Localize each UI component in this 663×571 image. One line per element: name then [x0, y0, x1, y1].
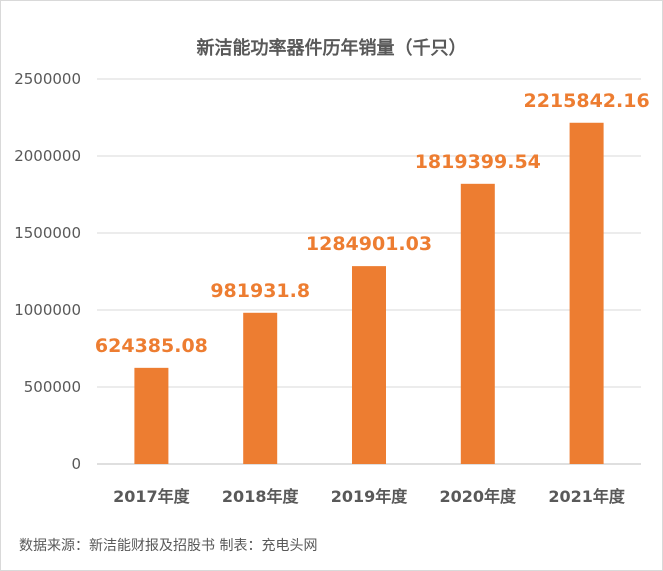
y-tick-label: 500000 — [24, 378, 81, 396]
y-tick-label: 1500000 — [14, 224, 81, 242]
data-label: 624385.08 — [95, 335, 208, 357]
bar — [460, 183, 495, 464]
source-note: 数据来源：新洁能财报及招股书 制表：充电头网 — [19, 538, 318, 554]
x-tick-label: 2019年度 — [331, 487, 409, 506]
x-tick-label: 2020年度 — [440, 487, 518, 506]
bar-chart: 0 500000 1000000 1500000 2000000 2500000 62438… — [14, 70, 650, 506]
y-tick-label: 1000000 — [14, 301, 81, 319]
data-label: 1819399.54 — [415, 151, 541, 173]
x-tick-label: 2018年度 — [222, 487, 300, 506]
bar — [134, 367, 169, 464]
bar — [352, 266, 386, 464]
x-tick-label: 2017年度 — [113, 487, 191, 506]
x-tick-label: 2021年度 — [548, 487, 626, 506]
bar — [243, 312, 278, 464]
data-label: 2215842.16 — [523, 90, 649, 112]
bar — [569, 122, 604, 464]
chart-title: 新洁能功率器件历年销量（千只） — [196, 38, 467, 59]
y-tick-label: 2000000 — [14, 147, 81, 165]
data-label: 1284901.03 — [306, 233, 432, 255]
y-tick-label: 2500000 — [14, 70, 81, 88]
y-tick-label: 0 — [71, 455, 81, 473]
data-label: 981931.8 — [210, 280, 310, 302]
